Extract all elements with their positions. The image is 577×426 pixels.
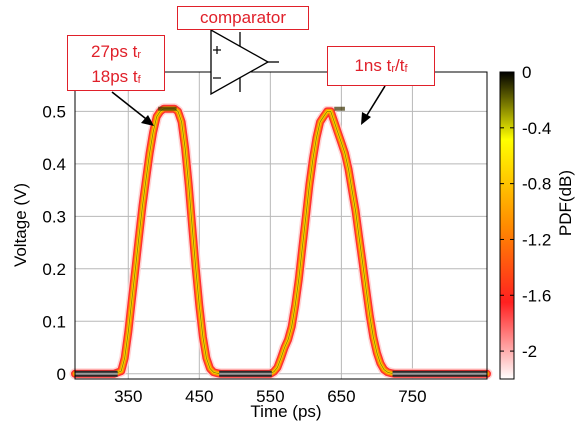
annotation-arrow-right	[363, 85, 386, 121]
colorbar-tick-label: -2	[522, 342, 537, 361]
baseline-highlight	[392, 372, 487, 375]
annotation-left-line2: 18ps tf	[91, 67, 141, 86]
colorbar-tick-label: -1.6	[522, 286, 551, 305]
y-tick-label: 0.5	[42, 102, 66, 121]
annotation-arrowhead-right	[361, 112, 371, 125]
y-tick-label: 0.3	[42, 207, 66, 226]
eye-traces	[69, 103, 493, 380]
annotation-arrow-left	[111, 91, 151, 123]
x-axis-title: Time (ps)	[250, 402, 321, 421]
y-tick-label: 0.2	[42, 260, 66, 279]
peak-density	[158, 106, 177, 111]
y-tick-label: 0	[57, 365, 66, 384]
colorbar-tick-label: -0.8	[522, 175, 551, 194]
colorbar-tick-label: -0.4	[522, 119, 551, 138]
colorbar-tick-label: 0	[522, 63, 531, 82]
annotation-left-line1: 27ps tr	[91, 42, 141, 61]
comparator-label: comparator	[200, 8, 286, 27]
plot-frame	[74, 71, 488, 380]
peak-density	[334, 106, 345, 111]
colorbar-label: PDF(dB)	[556, 170, 575, 236]
x-tick-label: 650	[327, 387, 355, 406]
colorbar-tick-label: -1.2	[522, 230, 551, 249]
y-tick-label: 0.1	[42, 312, 66, 331]
colorbar	[499, 71, 515, 380]
x-tick-labels: 350 450 550 650 750	[114, 387, 427, 406]
y-tick-labels: 0 0.1 0.2 0.3 0.4 0.5	[42, 102, 66, 383]
trace-layer-4	[74, 108, 488, 375]
x-tick-label: 550	[256, 387, 284, 406]
rise-fall-annotation-left: 27ps tr 18ps tf	[67, 35, 165, 91]
baseline-highlight	[219, 372, 272, 375]
colorbar-ticks: 0 -0.4 -0.8 -1.2 -1.6 -2	[500, 63, 551, 361]
y-axis-title: Voltage (V)	[11, 183, 30, 267]
baseline-highlight	[75, 372, 118, 375]
y-tick-label: 0.4	[42, 155, 66, 174]
x-tick-label: 350	[114, 387, 142, 406]
annotation-arrowhead-left	[141, 115, 154, 126]
x-tick-label: 450	[185, 387, 213, 406]
trace-layer-2	[72, 106, 490, 377]
baseline-band	[75, 106, 487, 377]
comparator-symbol	[210, 28, 279, 96]
grid-lines	[75, 72, 487, 379]
comparator-label-box: comparator	[177, 6, 309, 30]
x-tick-label: 750	[398, 387, 426, 406]
rise-fall-annotation-right: 1ns tr/tf	[327, 46, 435, 86]
